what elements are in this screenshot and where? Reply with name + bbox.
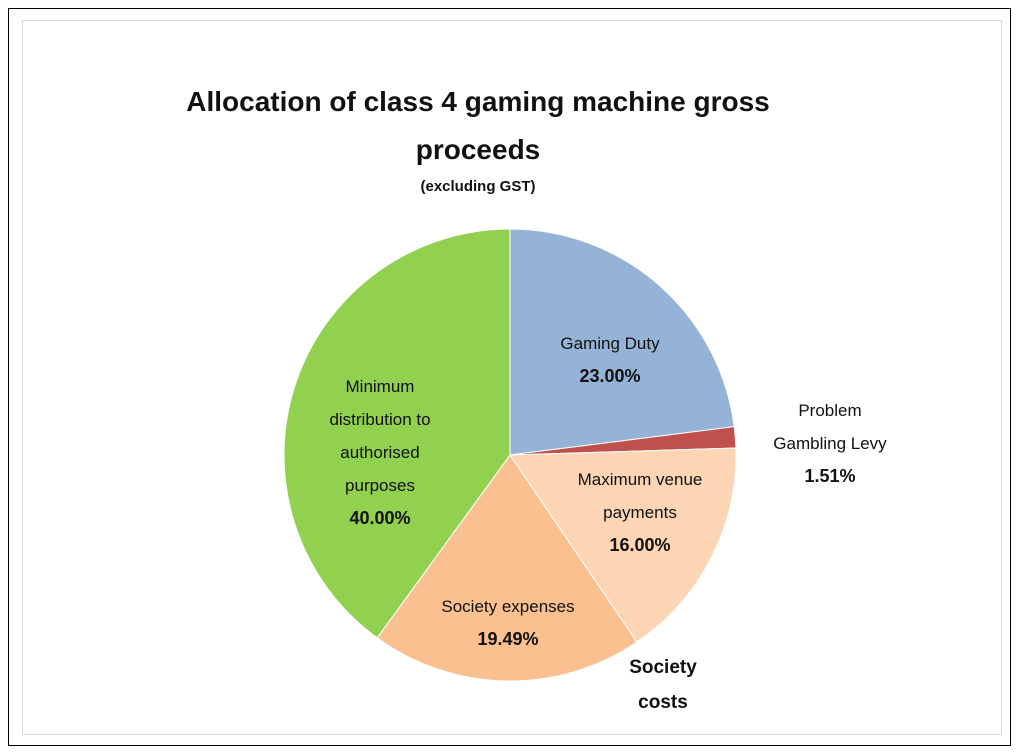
category-label: Minimum distribution to authorised purpo… [329,377,431,495]
category-label: Maximum venue payments [577,470,703,522]
chart-title: Allocation of class 4 gaming machine gro… [186,86,770,165]
value-label: 16.00% [609,535,671,555]
value-label: 40.00% [349,508,411,528]
category-label: Society expenses [441,597,575,616]
outer-frame [8,8,1011,746]
slice-label: Gaming Duty 23.00% [510,327,710,393]
category-label: Gaming Duty [560,334,660,353]
pie-slice [509,447,737,643]
pie-slice [509,228,735,456]
category-label: Problem Gambling Levy [773,401,887,453]
chart-subtitle: (excluding GST) [420,178,536,195]
value-label: 1.51% [804,466,856,486]
slice-label: Problem Gambling Levy 1.51% [770,394,890,493]
value-label: 23.00% [579,366,641,386]
slice-label: Society expenses 19.49% [408,590,608,656]
slice-label: Maximum venue payments 16.00% [565,463,715,562]
chart-area [22,20,1002,735]
value-label: 19.49% [477,629,539,649]
slice-label: Minimum distribution to authorised purpo… [313,370,448,535]
pie-slice [376,454,638,682]
pie-slice [283,228,511,639]
annotation: Society costs [629,657,697,713]
